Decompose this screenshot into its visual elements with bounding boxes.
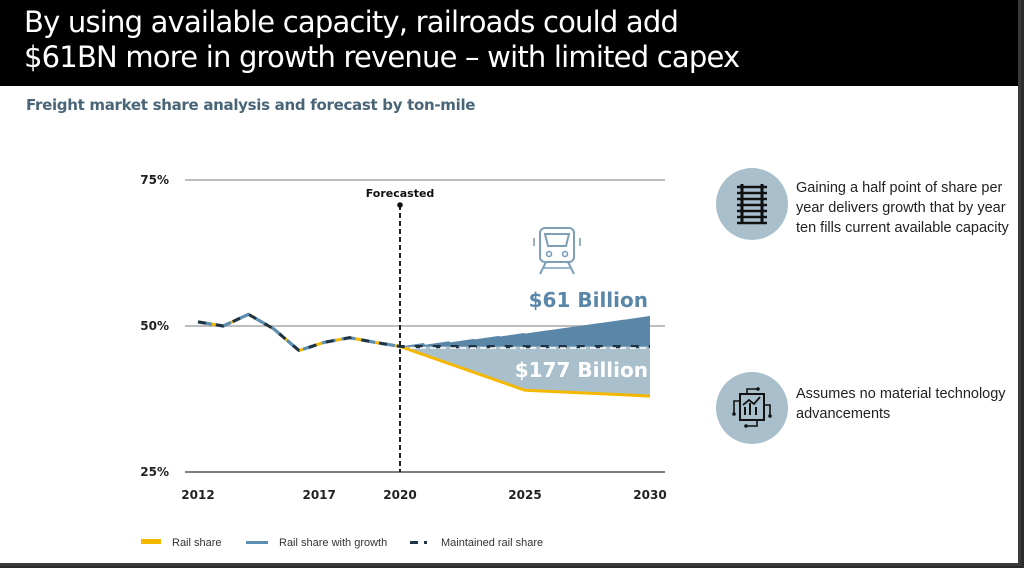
y-tick-label: 25% [140,465,169,479]
x-tick-label: 2012 [181,488,214,502]
legend-label-rail-share-with-growth: Rail share with growth [279,537,387,549]
chart-subtitle: Freight market share analysis and foreca… [26,96,476,114]
annotation-177-billion: $177 Billion [515,358,648,382]
legend-swatch-maintained-rail-share [410,541,418,544]
annotation-61-billion: $61 Billion [529,288,648,312]
x-tick-label: 2030 [633,488,666,502]
railroad-track-icon [716,168,788,240]
callout-text: Assumes no material technology advanceme… [796,386,1006,422]
loss-area-177-billion [400,346,650,397]
y-tick-label: 50% [140,319,169,333]
slide-title-line-2: $61BN more in growth revenue – with limi… [24,40,740,74]
y-tick-label: 75% [140,173,169,187]
train-icon [533,227,581,275]
series-line-maintained-rail-share [197,312,650,353]
x-tick-label: 2017 [302,488,335,502]
slide-title-line-1: By using available capacity, railroads c… [24,5,679,39]
forecast-label: Forecasted [366,187,435,200]
legend-item-maintained-rail-share: Maintained rail share [410,537,543,549]
legend-item-rail-share: Rail share [141,537,222,549]
callout-half-point-share: Gaining a half point of share per year d… [716,168,1011,240]
y-axis-ticks: 75% 50% 25% [140,173,169,479]
title-bar: By using available capacity, railroads c… [0,0,1018,86]
callout-text: Gaining a half point of share per year d… [796,180,1009,236]
callout-no-tech-advancements: Assumes no material technology advanceme… [716,372,1011,444]
chart-lines [197,312,651,398]
legend-label-maintained-rail-share: Maintained rail share [441,537,543,549]
series-line-rail-share-with-growth [197,312,401,353]
x-axis-ticks: 2012 2017 2020 2025 2030 [181,488,666,502]
chart-areas [400,315,650,397]
growth-area-61-billion [400,315,650,347]
legend-item-rail-share-with-growth: Rail share with growth [246,537,387,549]
technology-chart-icon [716,372,788,444]
forecast-marker: Forecasted [366,187,435,472]
legend-label-rail-share: Rail share [172,537,222,549]
legend-swatch-rail-share-with-growth [246,541,268,544]
x-tick-label: 2025 [508,488,541,502]
legend-swatch-rail-share [141,539,161,544]
legend: Rail share Rail share with growth Mainta… [141,537,543,549]
x-tick-label: 2020 [383,488,416,502]
forecast-marker-dot [397,202,403,208]
